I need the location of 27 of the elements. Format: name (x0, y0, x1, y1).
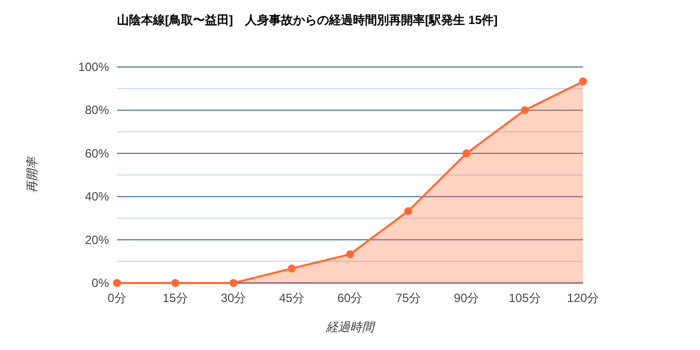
y-tick-label: 40% (84, 190, 110, 204)
point (288, 264, 296, 273)
y-tick-label: 100% (78, 60, 110, 74)
y-tick-label: 60% (84, 146, 110, 160)
point (230, 279, 238, 287)
x-tick-label: 90分 (454, 291, 480, 305)
x-tick-label: 75分 (396, 291, 421, 305)
x-tick-label: 60分 (337, 291, 363, 305)
x-tick-label: 15分 (162, 291, 188, 305)
x-tick-label: 0分 (108, 291, 126, 305)
x-tick-label: 105分 (508, 291, 541, 305)
chart-title: 山陰本線[鳥取〜益田] 人身事故からの経過時間別再開率[駅発生 15件] (117, 13, 498, 27)
point (579, 77, 587, 86)
point (520, 106, 529, 114)
x-tick-label: 45分 (279, 291, 304, 305)
y-axis-title: 再開率 (25, 155, 39, 193)
point (462, 149, 470, 158)
y-tick-label: 0% (92, 276, 110, 290)
y-tick-label: 80% (84, 103, 110, 118)
point (346, 250, 354, 258)
x-tick-label: 120分 (566, 291, 600, 305)
point (404, 207, 412, 216)
point (113, 279, 121, 287)
y-tick-label: 20% (84, 232, 110, 247)
point (171, 279, 180, 287)
x-axis-title: 経過時間 (325, 320, 376, 334)
x-tick-label: 30分 (220, 291, 246, 305)
